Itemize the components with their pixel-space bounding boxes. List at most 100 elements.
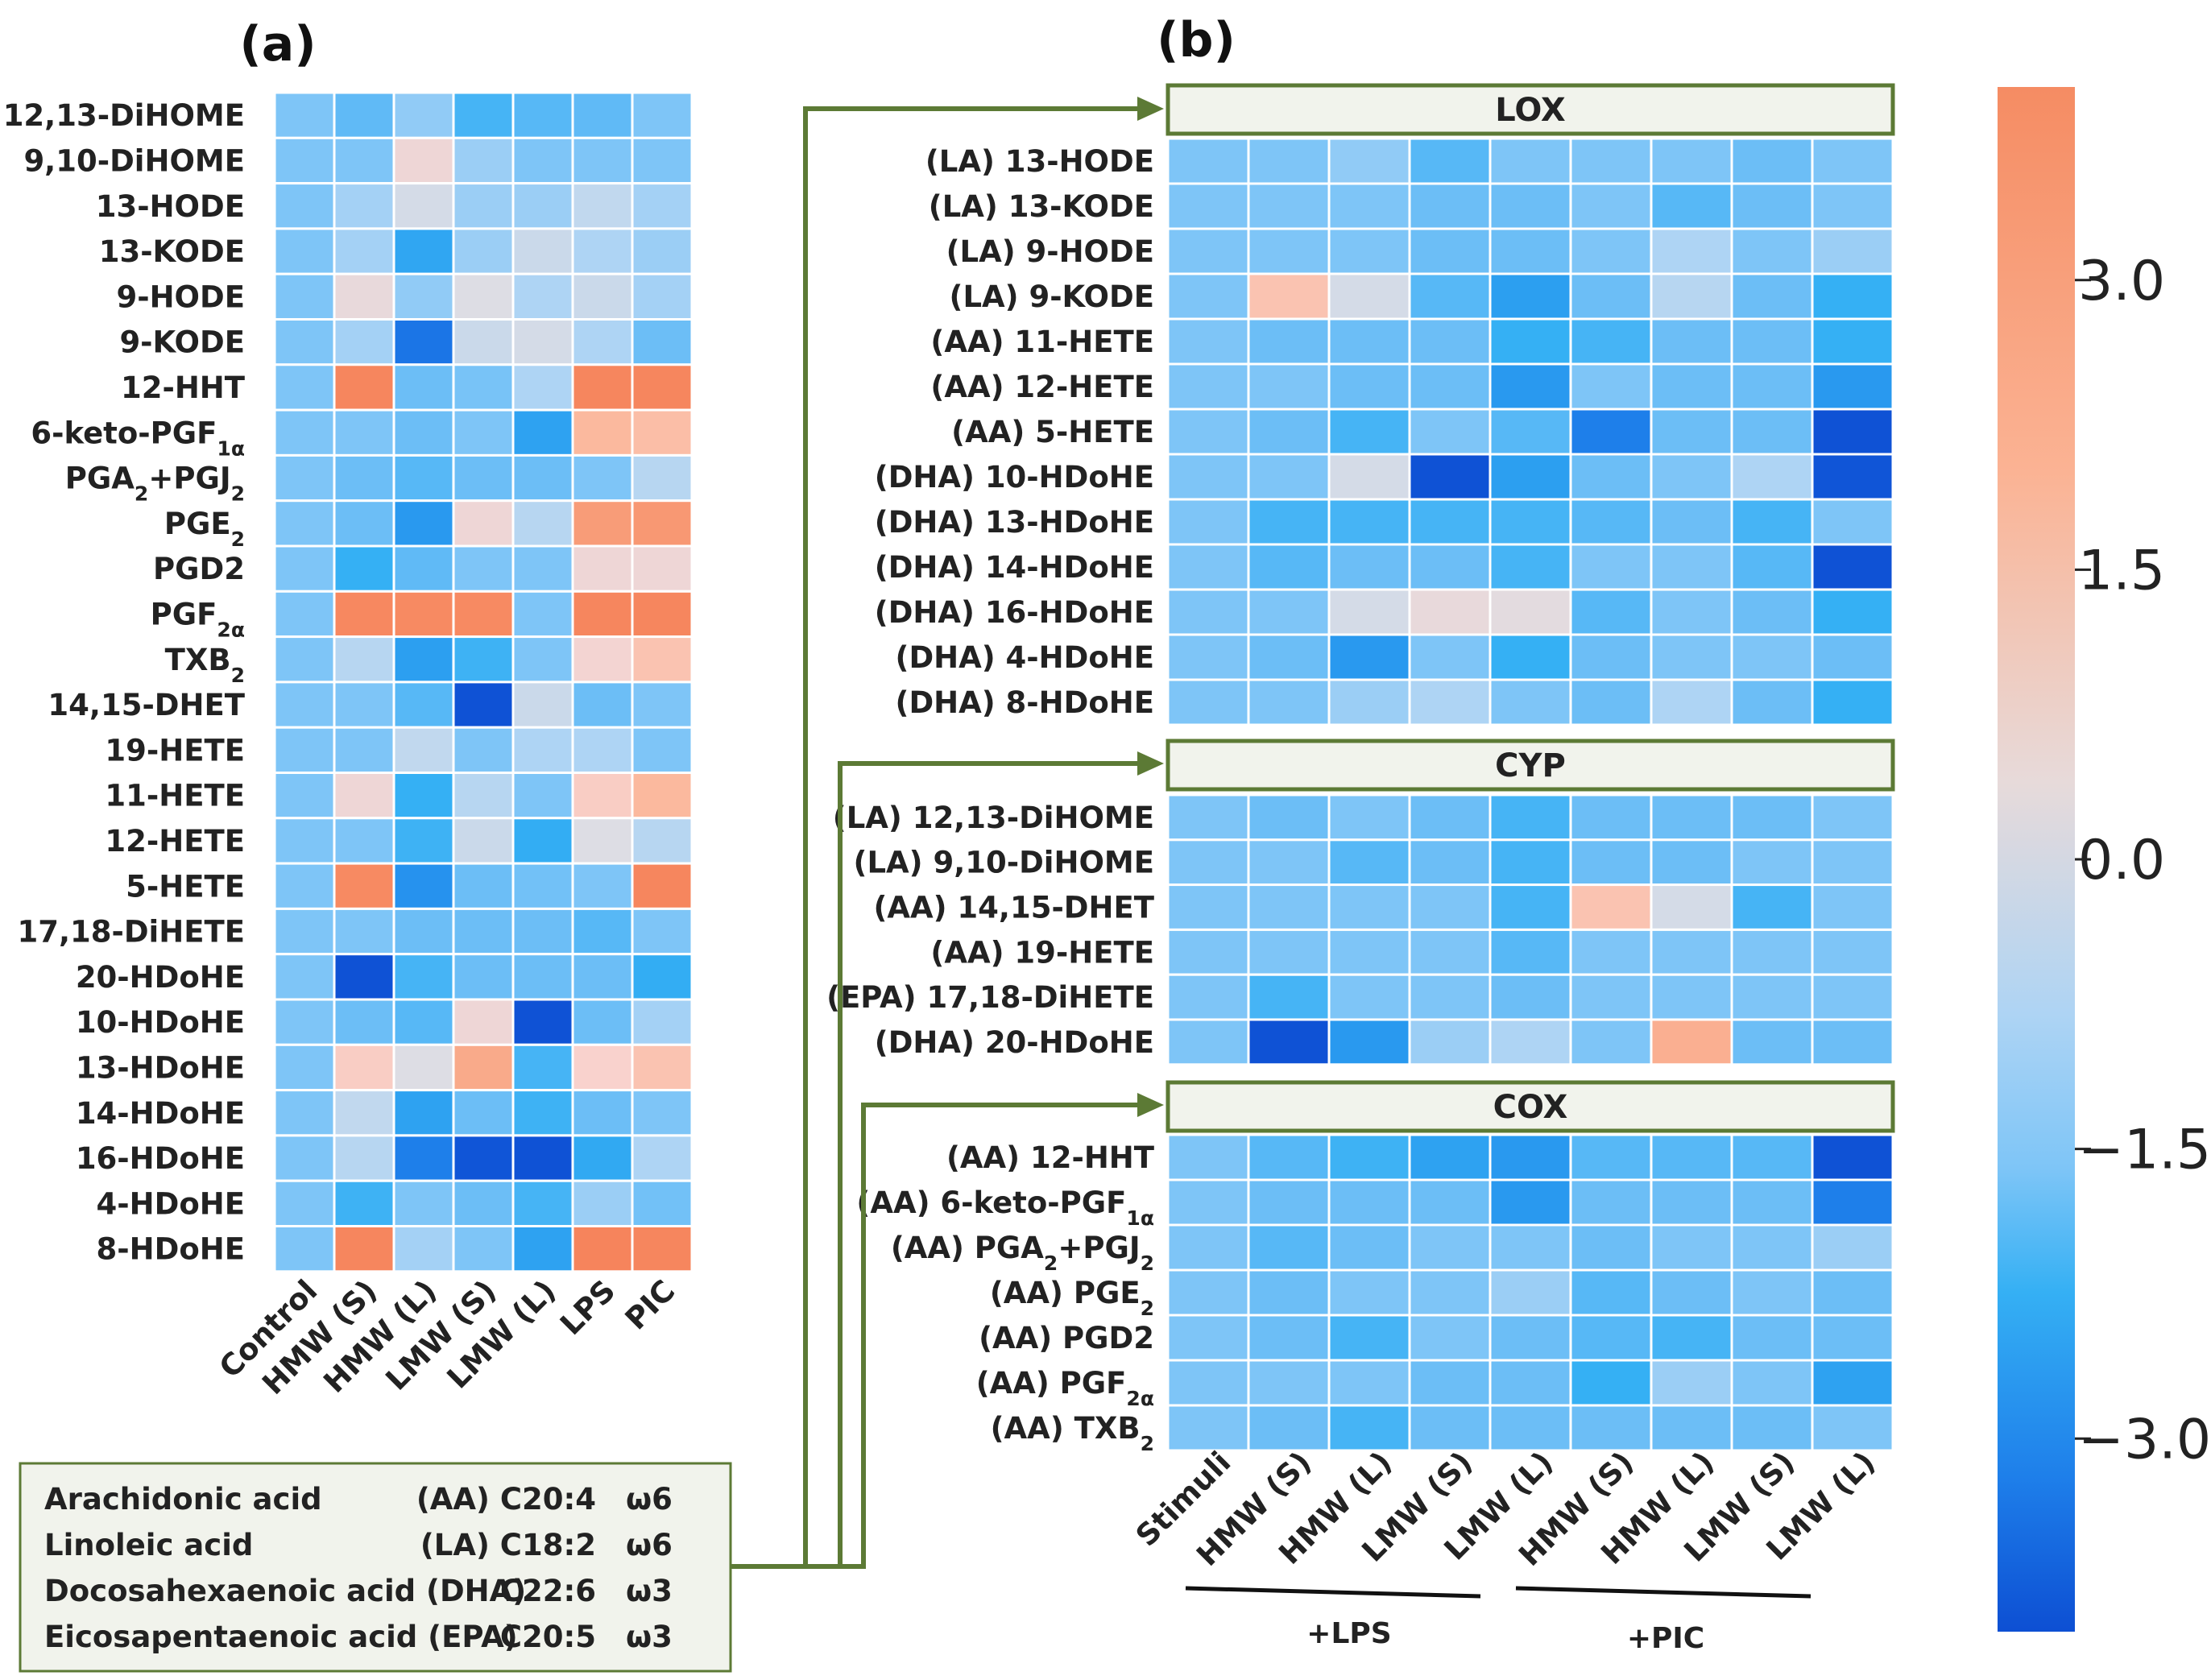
- heatmap-cell: [1327, 883, 1411, 931]
- heatmap-cell: [1327, 137, 1411, 185]
- heatmap-cell: [1247, 272, 1331, 321]
- arrowhead-cox: [1137, 1093, 1164, 1117]
- heatmap-cell: [1811, 408, 1894, 456]
- heatmap-cell: [1247, 633, 1331, 681]
- heatmap-cell: [392, 363, 455, 412]
- legend-acid-formula: C22:6: [500, 1574, 596, 1608]
- heatmap-cell: [1408, 1268, 1492, 1317]
- heatmap-cell: [1247, 362, 1331, 411]
- heatmap-cell: [1247, 793, 1331, 842]
- row-label: 13-KODE: [99, 234, 245, 269]
- heatmap-cell: [1488, 1133, 1572, 1181]
- heatmap-cell: [1488, 928, 1572, 976]
- heatmap-lox: (LA) 13-HODE (LA) 13-KODE (LA) 9-HODE (LA) …: [875, 137, 1894, 726]
- heatmap-cell: [273, 1089, 336, 1137]
- heatmap-cell: [1488, 678, 1572, 726]
- heatmap-cell: [1166, 137, 1250, 185]
- arrowhead-cyp: [1137, 751, 1164, 776]
- heatmap-cell: [1247, 1223, 1331, 1272]
- column-label: LPS: [553, 1273, 622, 1342]
- heatmap-cell: [1569, 317, 1653, 366]
- heatmap-cell: [1811, 498, 1894, 546]
- heatmap-cell: [1569, 973, 1653, 1021]
- heatmap-cell: [392, 453, 455, 503]
- heatmap-cell: [452, 1043, 515, 1092]
- heatmap-cell: [511, 817, 574, 865]
- heatmap-cell: [1327, 793, 1411, 842]
- heatmap-cell: [1730, 928, 1814, 976]
- heatmap-cell: [1166, 928, 1250, 976]
- panel-b-label: (b): [1157, 12, 1236, 68]
- heatmap-cell: [1569, 1404, 1653, 1452]
- heatmap-cell: [452, 681, 515, 729]
- row-label: 10-HDoHE: [76, 1005, 245, 1040]
- heatmap-cell: [273, 1225, 336, 1273]
- legend-acid-formula: (AA) C20:4: [416, 1482, 596, 1517]
- heatmap-cell: [1166, 678, 1250, 726]
- row-label: 16-HDoHE: [76, 1141, 245, 1176]
- heatmap-cell: [1408, 453, 1492, 501]
- heatmap-cell: [452, 998, 515, 1046]
- heatmap-cell: [1488, 1223, 1572, 1272]
- heatmap-cell: [452, 408, 515, 457]
- heatmap-cell: [631, 681, 694, 729]
- heatmap-cell: [1811, 588, 1894, 636]
- heatmap-cell: [333, 1179, 395, 1227]
- pic-group-label: +PIC: [1627, 1622, 1704, 1655]
- heatmap-cell: [1327, 633, 1411, 681]
- heatmap-cell: [511, 590, 574, 639]
- heatmap-cell: [273, 453, 336, 503]
- colorbar-tick-label: 1.5: [2078, 539, 2165, 602]
- heatmap-cell: [273, 544, 336, 593]
- heatmap-cell: [1569, 928, 1653, 976]
- heatmap-cell: [392, 136, 455, 185]
- heatmap-cell: [511, 182, 574, 230]
- heatmap-cell: [1247, 973, 1331, 1021]
- heatmap-cell: [392, 91, 455, 139]
- heatmap-cell: [452, 363, 515, 412]
- heatmap-cell: [1811, 182, 1894, 230]
- heatmap-cell: [631, 363, 694, 412]
- heatmap-cell: [1650, 498, 1733, 546]
- heatmap-cell: [511, 363, 574, 412]
- heatmap-cell: [1247, 1314, 1331, 1362]
- heatmap-cell: [511, 1089, 574, 1137]
- heatmap-cell: [1811, 1133, 1894, 1181]
- heatmap-cell: [1247, 678, 1331, 726]
- heatmap-cell: [631, 907, 694, 956]
- heatmap-cell: [571, 1134, 634, 1182]
- heatmap-cell: [392, 227, 455, 275]
- row-label: (DHA) 4-HDoHE: [896, 640, 1154, 675]
- heatmap-cell: [1730, 1404, 1814, 1452]
- heatmap-cell: [452, 953, 515, 1001]
- heatmap-cell: [571, 136, 634, 185]
- row-label: 11-HETE: [105, 779, 245, 813]
- heatmap-cell: [1730, 1133, 1814, 1181]
- heatmap-cell: [1730, 1223, 1814, 1272]
- heatmap-cell: [273, 1134, 336, 1182]
- heatmap-cell: [631, 726, 694, 775]
- heatmap-cell: [1730, 1268, 1814, 1317]
- heatmap-cell: [1650, 928, 1733, 976]
- heatmap-cell: [1488, 543, 1572, 591]
- heatmap-cell: [1811, 838, 1894, 887]
- heatmap-cell: [1569, 227, 1653, 275]
- heatmap-cell: [1569, 793, 1653, 842]
- heatmap-cell: [1811, 1178, 1894, 1227]
- heatmap-cell: [1247, 408, 1331, 456]
- row-label: 8-HDoHE: [97, 1232, 245, 1267]
- arrow-cox: [731, 1103, 1140, 1569]
- heatmap-cell: [1408, 1404, 1492, 1452]
- heatmap-cell: [1166, 362, 1250, 411]
- heatmap-cell: [273, 408, 336, 457]
- heatmap-cell: [631, 1089, 694, 1137]
- heatmap-cell: [1569, 1359, 1653, 1407]
- heatmap-cell: [511, 544, 574, 593]
- heatmap-cell: [1488, 1359, 1572, 1407]
- heatmap-cox: (AA) 12-HHT (AA) 6-keto-PGF1α(AA) PGA2+PG…: [856, 1133, 1894, 1455]
- heatmap-cell: [631, 182, 694, 230]
- column-label: PIC: [619, 1273, 682, 1337]
- heatmap-cell: [452, 91, 515, 139]
- heatmap-cell: [631, 1179, 694, 1227]
